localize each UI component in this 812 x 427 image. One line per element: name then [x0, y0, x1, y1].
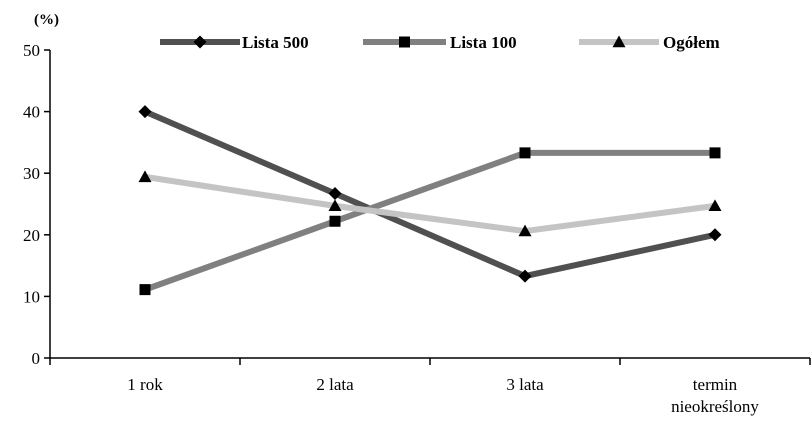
- diamond-marker: [138, 105, 152, 119]
- square-marker: [519, 147, 531, 159]
- diamond-marker: [518, 269, 532, 283]
- triangle-marker: [708, 199, 722, 212]
- x-tick-label: nieokreślony: [671, 397, 759, 416]
- square-marker: [329, 215, 341, 227]
- series-line: [143, 108, 716, 280]
- y-tick-label: 50: [23, 41, 40, 60]
- y-tick-label: 10: [23, 287, 40, 306]
- legend-label: Ogółem: [663, 33, 720, 52]
- square-marker: [709, 147, 721, 159]
- legend-item: Ogółem: [579, 33, 720, 52]
- diamond-marker: [708, 228, 722, 242]
- series-lista-500: [138, 105, 722, 283]
- axes: 0 10 20 30 40 50 1 rok 2 lata 3 lata termin nieokr…: [23, 41, 811, 416]
- triangle-marker: [138, 170, 152, 183]
- triangle-marker: [518, 224, 532, 237]
- legend: Lista 500 Lista 100 Ogółem: [160, 33, 720, 52]
- series-line: [143, 149, 715, 293]
- triangle-marker: [328, 199, 342, 212]
- series-og-em: [138, 170, 722, 237]
- legend-item: Lista 100: [363, 33, 517, 52]
- legend-item: Lista 500: [160, 33, 309, 52]
- triangle-marker: [612, 35, 626, 48]
- legend-label: Lista 500: [242, 33, 309, 52]
- y-tick-label: 20: [23, 226, 40, 245]
- series-lista-100: [139, 147, 721, 296]
- diamond-marker: [328, 187, 342, 201]
- y-tick-label: 30: [23, 164, 40, 183]
- series-line: [144, 173, 716, 235]
- x-tick-label: termin: [693, 375, 738, 394]
- x-tick-label: 3 lata: [506, 375, 544, 394]
- series-layer: [138, 105, 722, 296]
- legend-label: Lista 100: [450, 33, 517, 52]
- x-tick-label: 2 lata: [316, 375, 354, 394]
- square-marker: [139, 284, 151, 296]
- x-tick-label: 1 rok: [127, 375, 163, 394]
- y-tick-label: 40: [23, 103, 40, 122]
- square-marker: [399, 36, 410, 48]
- y-tick-label: 0: [32, 349, 41, 368]
- diamond-marker: [193, 35, 207, 49]
- y-axis-unit-label: (%): [34, 12, 59, 28]
